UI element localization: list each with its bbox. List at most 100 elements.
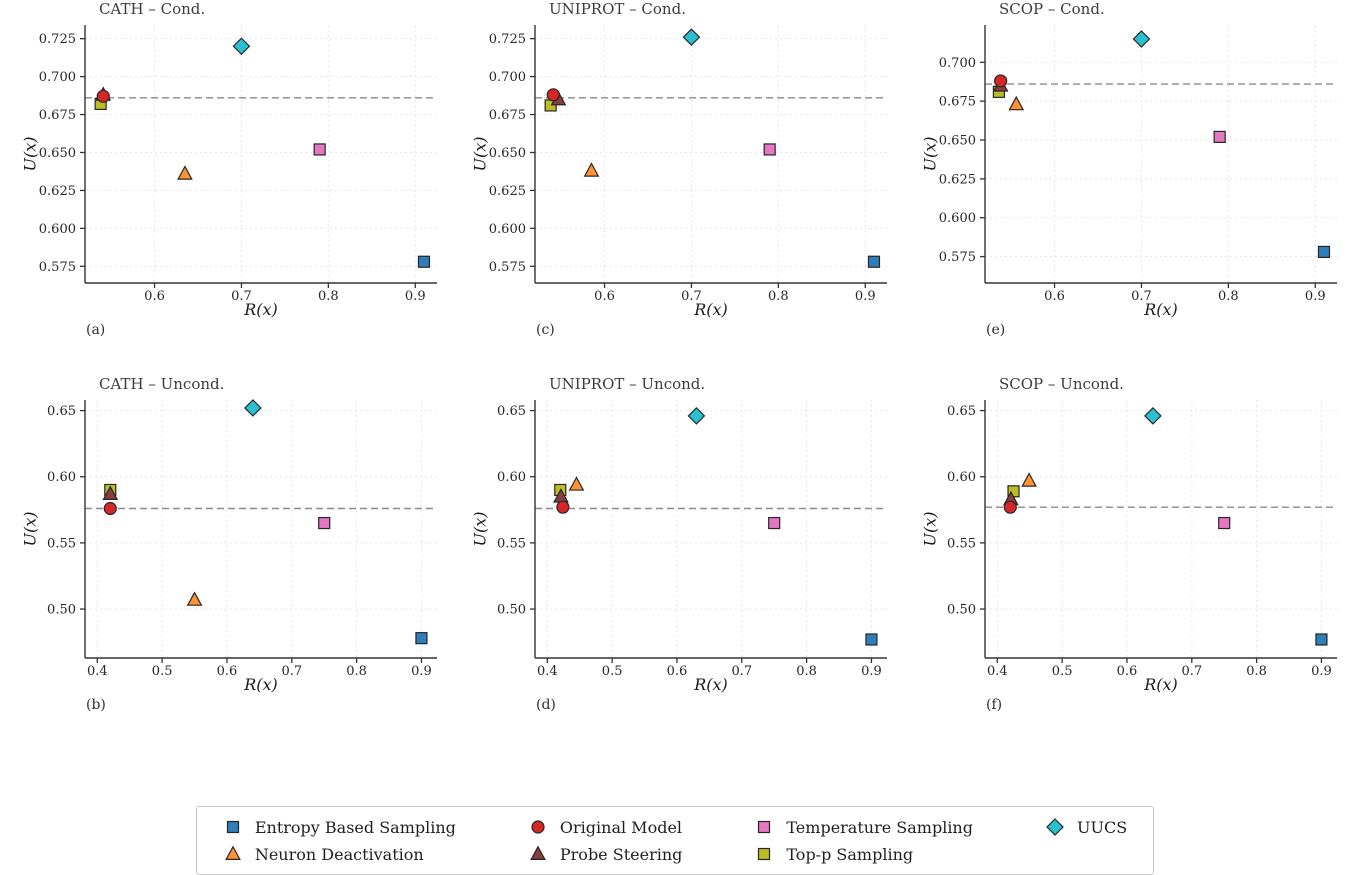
x-tick-label: 0.4 bbox=[987, 664, 1008, 679]
marker-entropy bbox=[417, 255, 431, 268]
y-tick-label: 0.60 bbox=[497, 470, 526, 485]
panel-title: SCOP – Uncond. bbox=[999, 375, 1124, 393]
legend-item-neuron: Neuron Deactivation bbox=[223, 844, 456, 864]
marker-neuron bbox=[186, 591, 203, 606]
marker-original bbox=[556, 500, 570, 514]
x-tick-label: 0.6 bbox=[217, 664, 238, 679]
panel-f: 0.4 0.5 0.6 0.7 0.8 0.9 0.50 0.55 0.60 0.65 SCOP … bbox=[900, 375, 1350, 720]
y-tick-label: 0.700 bbox=[39, 70, 76, 85]
x-tick-label: 0.9 bbox=[1305, 289, 1326, 304]
x-tick-label: 0.9 bbox=[861, 664, 882, 679]
legend: Entropy Based Sampling Neuron Deactivatio… bbox=[0, 806, 1350, 875]
marker-temperature bbox=[313, 143, 326, 156]
x-tick-label: 0.6 bbox=[594, 289, 615, 304]
x-tick-label: 0.8 bbox=[1218, 289, 1239, 304]
legend-marker-original bbox=[531, 820, 545, 834]
y-tick-label: 0.50 bbox=[47, 603, 76, 618]
marker-neuron bbox=[1021, 472, 1037, 487]
panel-title: CATH – Uncond. bbox=[99, 375, 225, 393]
marker-uucs bbox=[687, 407, 706, 425]
x-tick-label: 0.7 bbox=[1131, 289, 1152, 304]
x-tick-label: 0.5 bbox=[152, 664, 173, 679]
y-tick-label: 0.60 bbox=[947, 470, 976, 485]
marker-temperature bbox=[763, 143, 776, 156]
marker-original bbox=[994, 74, 1008, 88]
y-tick-label: 0.50 bbox=[947, 603, 976, 618]
x-tick-label: 0.5 bbox=[1052, 664, 1073, 679]
legend-marker-uucs bbox=[1046, 818, 1064, 836]
x-axis-label: R(x) bbox=[244, 300, 278, 319]
x-tick-label: 0.7 bbox=[731, 664, 752, 679]
triangle-marker-icon bbox=[530, 845, 546, 860]
panel-caption: (a) bbox=[86, 322, 106, 338]
marker-entropy bbox=[415, 632, 428, 645]
marker-temperature bbox=[1218, 516, 1231, 530]
x-tick-label: 0.9 bbox=[1311, 664, 1332, 679]
y-axis-label: U(x) bbox=[470, 511, 490, 547]
marker-uucs bbox=[232, 37, 251, 56]
x-tick-label: 0.4 bbox=[87, 664, 108, 679]
legend-label-topp: Top-p Sampling bbox=[786, 844, 914, 864]
x-tick-label: 0.7 bbox=[231, 289, 252, 304]
x-tick-label: 0.8 bbox=[318, 289, 339, 304]
panel-caption: (e) bbox=[986, 322, 1006, 338]
marker-neuron bbox=[568, 476, 585, 491]
x-tick-label: 0.4 bbox=[537, 664, 558, 679]
square-marker-icon bbox=[226, 820, 239, 834]
y-tick-label: 0.675 bbox=[39, 108, 76, 123]
y-tick-label: 0.600 bbox=[39, 222, 76, 237]
y-tick-label: 0.50 bbox=[497, 603, 526, 618]
marker-neuron bbox=[583, 162, 600, 177]
legend-item-entropy: Entropy Based Sampling bbox=[223, 817, 456, 837]
x-axis-label: R(x) bbox=[244, 675, 278, 694]
marker-entropy bbox=[1315, 633, 1328, 646]
y-tick-label: 0.575 bbox=[939, 250, 976, 265]
y-tick-label: 0.575 bbox=[39, 260, 76, 275]
x-tick-label: 0.9 bbox=[855, 289, 876, 304]
y-axis-label: U(x) bbox=[470, 136, 490, 172]
x-tick-label: 0.8 bbox=[346, 664, 367, 679]
triangle-marker-icon bbox=[224, 845, 241, 860]
panel-c: 0.6 0.7 0.8 0.9 0.575 0.600 0.625 0.650 0.675 0.7… bbox=[450, 0, 900, 345]
x-tick-label: 0.5 bbox=[602, 664, 623, 679]
marker-uucs bbox=[682, 28, 701, 46]
y-tick-label: 0.700 bbox=[489, 70, 526, 85]
panel-grid: 0.6 0.7 0.8 0.9 0.575 0.600 0.625 0.650 0.675 0.7… bbox=[0, 0, 1350, 720]
marker-original bbox=[1003, 500, 1017, 514]
marker-entropy bbox=[867, 255, 881, 268]
panel-title: CATH – Cond. bbox=[99, 0, 206, 18]
y-tick-label: 0.625 bbox=[939, 172, 976, 187]
y-tick-label: 0.55 bbox=[497, 536, 526, 551]
y-tick-label: 0.650 bbox=[939, 134, 976, 149]
panel-title: UNIPROT – Uncond. bbox=[549, 375, 706, 393]
panel-caption: (f) bbox=[986, 697, 1003, 713]
legend-label-original: Original Model bbox=[559, 817, 683, 837]
x-tick-label: 0.8 bbox=[1246, 664, 1267, 679]
panel-e: 0.6 0.7 0.8 0.9 0.575 0.600 0.625 0.650 0.675 0.7… bbox=[900, 0, 1350, 345]
panel-b: 0.4 0.5 0.6 0.7 0.8 0.9 0.50 0.55 0.60 0.65 CATH … bbox=[0, 375, 450, 720]
y-tick-label: 0.650 bbox=[39, 146, 76, 161]
y-tick-label: 0.625 bbox=[489, 184, 526, 199]
x-tick-label: 0.9 bbox=[405, 289, 426, 304]
y-axis-label: U(x) bbox=[920, 511, 940, 547]
legend-marker-topp bbox=[758, 847, 771, 861]
x-tick-label: 0.7 bbox=[1181, 664, 1202, 679]
legend-item-original: Original Model bbox=[528, 817, 682, 837]
square-marker-icon bbox=[758, 847, 771, 861]
scatter-plot-d: 0.4 0.5 0.6 0.7 0.8 0.9 0.50 0.55 0.60 0.65 bbox=[497, 400, 887, 679]
legend-label-neuron: Neuron Deactivation bbox=[254, 844, 424, 864]
marker-original bbox=[103, 501, 117, 516]
x-axis-label: R(x) bbox=[1144, 300, 1178, 319]
y-tick-label: 0.55 bbox=[947, 536, 976, 551]
legend-marker-probe bbox=[530, 845, 546, 860]
legend-item-topp: Top-p Sampling bbox=[754, 844, 973, 864]
x-tick-label: 0.6 bbox=[144, 289, 165, 304]
y-tick-label: 0.60 bbox=[47, 470, 76, 485]
y-tick-label: 0.700 bbox=[939, 56, 976, 71]
scatter-plot-e: 0.6 0.7 0.8 0.9 0.575 0.600 0.625 0.650 0.675 0.7… bbox=[939, 25, 1337, 304]
marker-temperature bbox=[318, 516, 331, 530]
x-axis-label: R(x) bbox=[694, 300, 728, 319]
y-tick-label: 0.600 bbox=[489, 222, 526, 237]
panel-title: UNIPROT – Cond. bbox=[549, 0, 686, 18]
panel-caption: (c) bbox=[536, 322, 555, 338]
